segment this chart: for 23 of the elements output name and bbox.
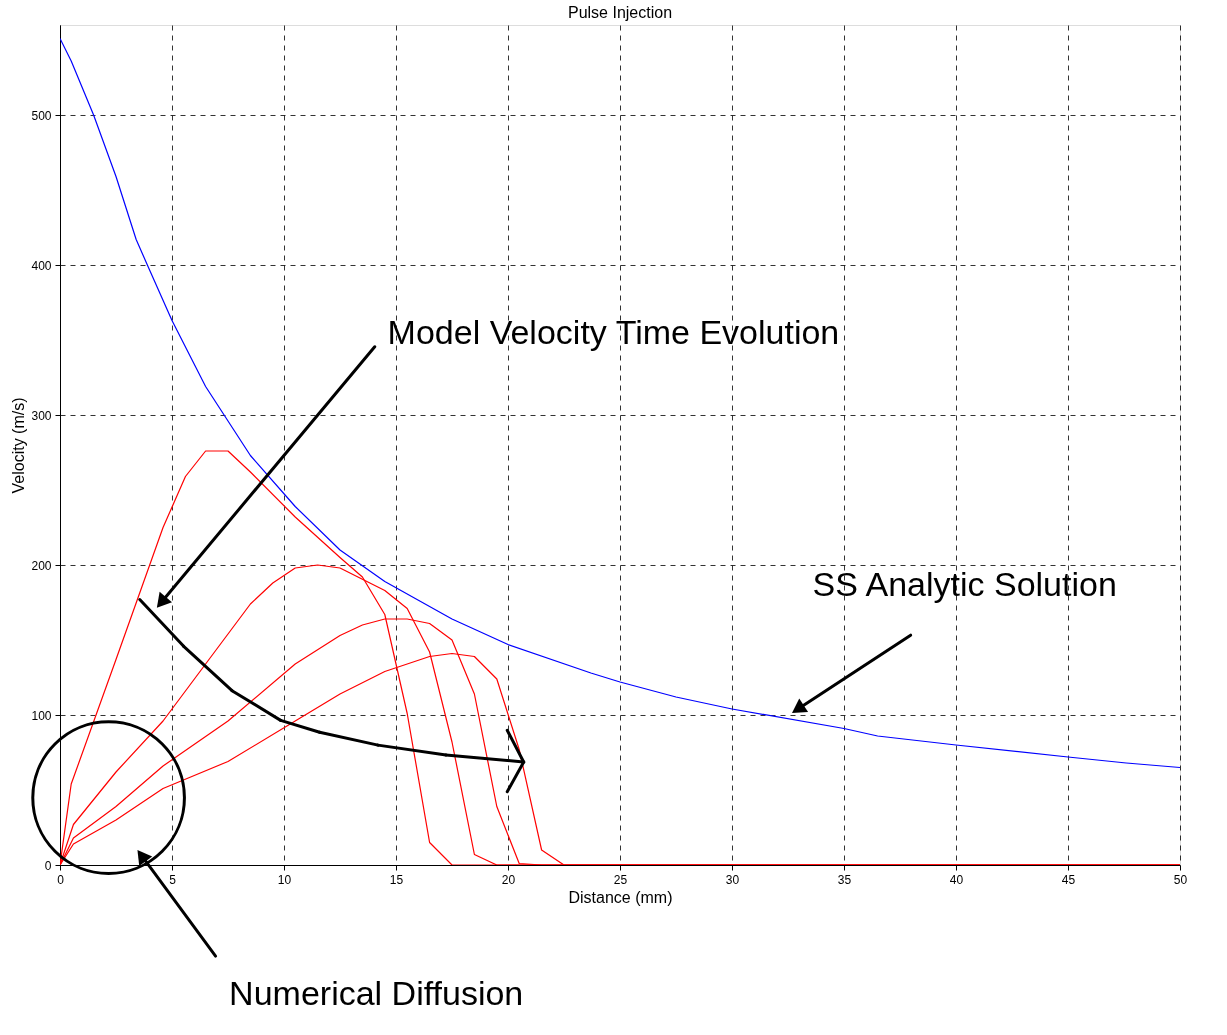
y-tick-label: 500 — [31, 108, 52, 123]
chart-title: Pulse Injection — [567, 4, 673, 21]
text: Numerical Diffusion — [229, 973, 524, 1012]
x-tick-label: 5 — [169, 872, 177, 887]
x-tick-label: 15 — [389, 872, 404, 887]
x-tick-label: 25 — [613, 872, 628, 887]
y-tick-label: 400 — [31, 258, 52, 273]
y-tick-label: 200 — [31, 558, 52, 573]
y-axis-title: Velocity (m/s) — [10, 397, 28, 494]
x-tick-label: 20 — [501, 872, 516, 887]
y-tick-label: 300 — [31, 408, 52, 423]
annotation: Model Velocity Time Evolution — [387, 313, 840, 352]
x-tick-label: 30 — [725, 872, 740, 887]
x-tick-label: 40 — [949, 872, 964, 887]
y-tick-label: 0 — [44, 858, 52, 873]
x-tick-label: 35 — [837, 872, 852, 887]
y-tick-label: 100 — [31, 708, 52, 723]
x-axis-title: Distance (mm) — [568, 888, 673, 906]
annotation: SS Analytic Solution — [812, 564, 1117, 603]
x-tick-label: 50 — [1173, 872, 1188, 887]
x-tick-label: 10 — [277, 872, 292, 887]
x-tick-label: 45 — [1061, 872, 1076, 887]
x-tick-label: 0 — [57, 872, 65, 887]
